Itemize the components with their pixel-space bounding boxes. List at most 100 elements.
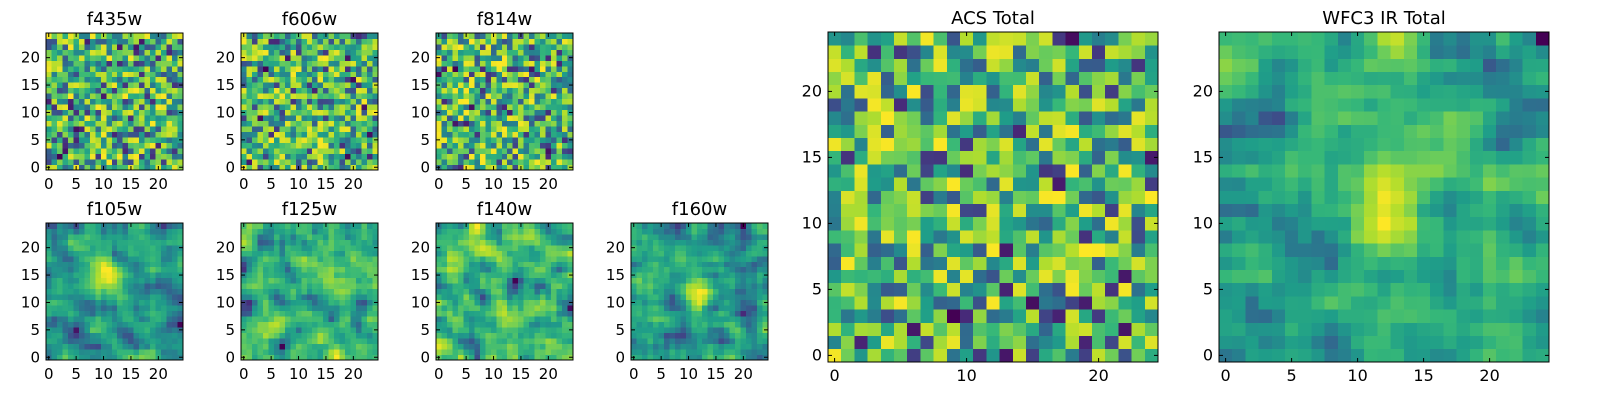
heatmap-cell [161, 327, 167, 333]
heatmap-cell [1066, 243, 1080, 257]
heatmap-cell [485, 66, 491, 72]
heatmap-cell [524, 267, 530, 273]
heatmap-cell [257, 223, 263, 229]
heatmap-cell [134, 99, 140, 105]
heatmap-cell [329, 93, 335, 99]
heatmap-cell [702, 267, 708, 273]
heatmap-cell [296, 333, 302, 339]
heatmap-cell [351, 239, 357, 245]
heatmap-cell [139, 300, 145, 306]
heatmap-cell [474, 159, 480, 165]
heatmap-cell [491, 294, 497, 300]
heatmap-cell [719, 283, 725, 289]
heatmap-cell [447, 234, 453, 240]
heatmap-cell [296, 159, 302, 165]
heatmap-cell [686, 344, 692, 350]
heatmap-cell [735, 344, 741, 350]
heatmap-cell [307, 71, 313, 77]
heatmap-cell [51, 349, 57, 355]
heatmap-cell [441, 77, 447, 83]
heatmap-cell [301, 44, 307, 50]
heatmap-cell [562, 223, 568, 229]
heatmap-cell [463, 228, 469, 234]
heatmap-cell [474, 132, 480, 138]
heatmap-cell [62, 71, 68, 77]
heatmap-cell [496, 261, 502, 267]
heatmap-cell [145, 71, 151, 77]
heatmap-cell [145, 77, 151, 83]
heatmap-cell [480, 344, 486, 350]
heatmap-cell [340, 256, 346, 262]
heatmap-cell [934, 177, 948, 191]
heatmap-cell [669, 305, 675, 311]
heatmap-cell [947, 243, 961, 257]
heatmap-cell [241, 267, 247, 273]
heatmap-cell [167, 93, 173, 99]
heatmap-cell [323, 349, 329, 355]
heatmap-cell [123, 55, 129, 61]
heatmap-cell [524, 283, 530, 289]
heatmap-cell [95, 234, 101, 240]
heatmap-cell [167, 44, 173, 50]
heatmap-cell [117, 132, 123, 138]
heatmap-cell [345, 60, 351, 66]
heatmap-cell [507, 132, 513, 138]
heatmap-cell [334, 126, 340, 132]
heatmap-cell [1105, 309, 1119, 323]
heatmap-cell [529, 300, 535, 306]
heatmap-cell [529, 143, 535, 149]
heatmap-cell [90, 322, 96, 328]
heatmap-cell [285, 99, 291, 105]
heatmap-cell [117, 223, 123, 229]
heatmap-cell [724, 289, 730, 295]
heatmap-cell [480, 349, 486, 355]
heatmap-cell [485, 104, 491, 110]
heatmap-cell [263, 316, 269, 322]
heatmap-cell [535, 239, 541, 245]
heatmap-cell [463, 333, 469, 339]
heatmap-cell [1118, 204, 1132, 218]
heatmap-cell [172, 228, 178, 234]
heatmap-cell [546, 316, 552, 322]
heatmap-cell [156, 60, 162, 66]
heatmap-cell [1000, 270, 1014, 284]
heatmap-cell [562, 121, 568, 127]
heatmap-cell [907, 190, 921, 204]
heatmap-cell [106, 349, 112, 355]
heatmap-cell [257, 322, 263, 328]
heatmap-cell [881, 256, 895, 270]
heatmap-cell [263, 338, 269, 344]
heatmap-cell [496, 256, 502, 262]
heatmap-cell [746, 256, 752, 262]
heatmap-cell [524, 33, 530, 39]
heatmap-cell [452, 228, 458, 234]
heatmap-cell [356, 110, 362, 116]
heatmap-cell [290, 77, 296, 83]
heatmap-cell [680, 349, 686, 355]
heatmap-cell [960, 164, 974, 178]
heatmap-cell [474, 49, 480, 55]
heatmap-cell [279, 115, 285, 121]
heatmap-cell [507, 49, 513, 55]
heatmap-cell [757, 338, 763, 344]
heatmap-cell [312, 311, 318, 317]
heatmap-cell [631, 256, 637, 262]
heatmap-cell [301, 245, 307, 251]
heatmap-cell [274, 234, 280, 240]
heatmap-cell [752, 223, 758, 229]
heatmap-cell [172, 305, 178, 311]
x-tick-label: 0 [239, 175, 249, 193]
heatmap-cell [636, 267, 642, 273]
heatmap-cell [279, 132, 285, 138]
heatmap-cell [868, 309, 882, 323]
heatmap-cell [351, 60, 357, 66]
heatmap-cell [246, 55, 252, 61]
heatmap-cell [513, 261, 519, 267]
heatmap-cell [46, 132, 52, 138]
heatmap-cell [441, 327, 447, 333]
heatmap-cell [139, 99, 145, 105]
heatmap-cell [452, 49, 458, 55]
heatmap-cell [669, 256, 675, 262]
heatmap-cell [452, 104, 458, 110]
heatmap-cell [529, 294, 535, 300]
